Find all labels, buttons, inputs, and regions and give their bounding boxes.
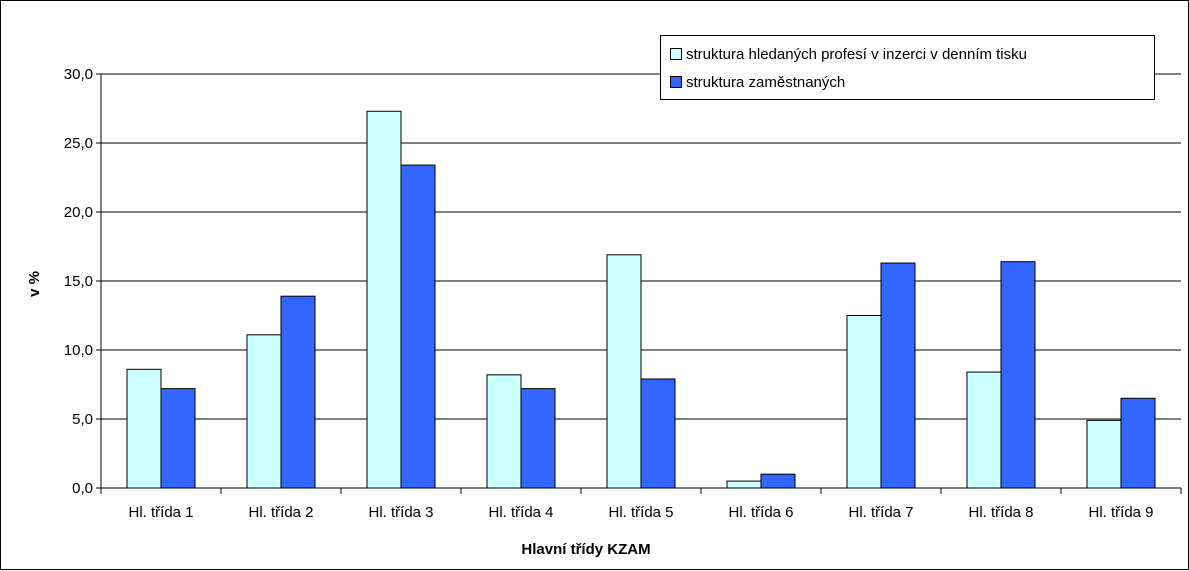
x-tick-label: Hl. třída 1 [128,504,193,521]
bar-series-1-3 [366,110,402,489]
bars [126,110,1156,489]
x-tick-label: Hl. třída 9 [1088,504,1153,521]
bar-series-2-9 [1120,397,1156,489]
legend-label-series-1: struktura hledaných profesí v inzerci v … [686,45,1027,63]
tick-labels: 0,0 5,0 10,0 15,0 20,0 25,0 30,0 Hl. třída 1 Hl.… [64,66,1154,521]
y-tick-label: 5,0 [72,411,93,428]
y-tick-label: 25,0 [64,135,93,152]
bar-series-1-2 [246,334,282,489]
bar-series-1-7 [846,315,882,489]
legend-swatch-series-2 [670,76,682,88]
x-tick-label: Hl. třída 4 [488,504,553,521]
bar-series-2-8 [1000,261,1036,489]
bar-series-2-4 [520,388,556,489]
bar-series-1-9 [1086,419,1122,489]
x-tick-label: Hl. třída 7 [848,504,913,521]
bar-series-2-5 [640,378,676,489]
axes [96,73,1182,494]
legend: struktura hledaných profesí v inzerci v … [660,35,1155,100]
y-tick-label: 0,0 [72,480,93,497]
y-tick-label: 10,0 [64,342,93,359]
bar-series-2-1 [160,388,196,489]
x-tick-label: Hl. třída 8 [968,504,1033,521]
x-tick-label: Hl. třída 5 [608,504,673,521]
y-tick-label: 20,0 [64,204,93,221]
legend-label-series-2: struktura zaměstnaných [686,73,846,91]
bar-series-2-2 [280,295,316,489]
bar-series-2-6 [760,473,796,489]
legend-item-series-1: struktura hledaných profesí v inzerci v … [670,44,1027,64]
bar-series-1-8 [966,371,1002,489]
bar-series-1-5 [606,254,642,489]
bar-series-1-1 [126,368,162,489]
bar-series-2-3 [400,164,436,489]
x-tick-label: Hl. třída 2 [248,504,313,521]
y-tick-label: 15,0 [64,273,93,290]
y-axis-title: v % [26,271,43,297]
bar-series-2-7 [880,262,916,489]
bar-series-1-4 [486,374,522,489]
bar-series-1-6 [726,480,762,489]
legend-item-series-2: struktura zaměstnaných [670,72,845,92]
x-axis-title: Hlavní třídy KZAM [521,541,650,558]
x-tick-label: Hl. třída 3 [368,504,433,521]
legend-swatch-series-1 [670,48,682,60]
y-tick-label: 30,0 [64,66,93,83]
x-tick-label: Hl. třída 6 [728,504,793,521]
